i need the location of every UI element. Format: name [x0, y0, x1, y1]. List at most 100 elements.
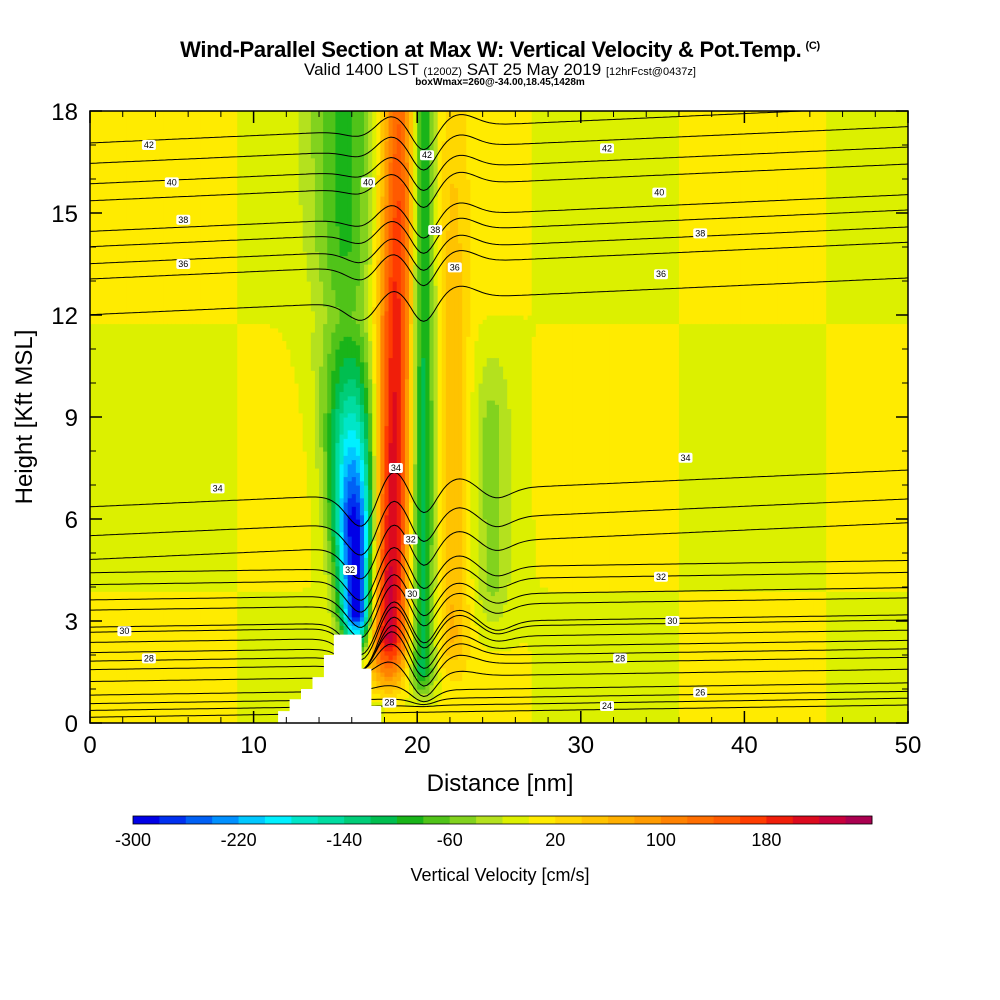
- theta-contour-line: [90, 558, 908, 613]
- velocity-cell: [286, 349, 292, 592]
- velocity-cell: [179, 591, 185, 723]
- velocity-cell: [507, 315, 512, 410]
- velocity-cell: [670, 111, 676, 325]
- velocity-cell: [376, 663, 381, 673]
- velocity-cell: [781, 591, 786, 723]
- velocity-cell: [433, 706, 439, 723]
- velocity-cell: [580, 111, 586, 325]
- velocity-cell: [683, 111, 688, 325]
- velocity-cell: [650, 591, 656, 723]
- velocity-cell: [343, 616, 349, 622]
- velocity-cell: [445, 230, 451, 656]
- velocity-cell: [494, 357, 500, 405]
- velocity-cell: [335, 591, 341, 614]
- velocity-cell: [364, 633, 369, 643]
- velocity-cell: [421, 676, 426, 682]
- velocity-cell: [323, 451, 328, 529]
- velocity-cell: [380, 493, 386, 550]
- velocity-cell: [809, 323, 815, 592]
- velocity-cell: [396, 693, 402, 723]
- velocity-cell: [417, 689, 422, 694]
- velocity-cell: [196, 323, 202, 592]
- velocity-cell: [368, 451, 373, 490]
- contour-label-box: [652, 187, 667, 198]
- velocity-cell: [454, 638, 459, 660]
- velocity-cell: [646, 111, 651, 325]
- velocity-cell: [658, 323, 664, 592]
- velocity-cell: [384, 310, 390, 427]
- velocity-cell: [728, 323, 733, 592]
- colorbar-swatch: [740, 816, 767, 824]
- velocity-cell: [310, 310, 316, 333]
- velocity-cell: [482, 519, 488, 614]
- contour-label: 36: [656, 269, 666, 279]
- velocity-cell: [519, 111, 525, 316]
- velocity-cell: [257, 323, 263, 592]
- velocity-cell: [719, 111, 725, 325]
- contour-label-box: [405, 588, 420, 599]
- velocity-cell: [695, 591, 701, 723]
- valid-time: Valid 1400 LST (1200Z) SAT 25 May 2019 […: [0, 60, 1000, 80]
- velocity-cell: [159, 111, 165, 325]
- velocity-cell: [707, 323, 713, 592]
- velocity-cell: [625, 111, 631, 325]
- velocity-cell: [400, 676, 406, 690]
- velocity-cell: [347, 357, 353, 380]
- velocity-cell: [515, 111, 521, 316]
- velocity-cell: [90, 111, 95, 325]
- velocity-cell: [380, 119, 386, 197]
- velocity-cell: [494, 111, 500, 316]
- colorbar-swatch: [185, 816, 213, 824]
- velocity-cell: [306, 587, 312, 723]
- velocity-cell: [417, 672, 422, 682]
- velocity-cell: [368, 553, 373, 605]
- velocity-cell: [417, 706, 422, 723]
- velocity-cell: [372, 306, 377, 325]
- velocity-cell: [212, 111, 218, 325]
- velocity-cell: [392, 642, 398, 648]
- velocity-cell: [380, 676, 386, 686]
- velocity-cell: [871, 591, 876, 723]
- velocity-cell: [139, 111, 144, 325]
- velocity-cell: [535, 578, 541, 723]
- velocity-cell: [842, 111, 848, 325]
- velocity-cell: [269, 111, 275, 329]
- velocity-cell: [269, 591, 275, 723]
- velocity-cell: [507, 111, 512, 316]
- velocity-cell: [425, 706, 431, 723]
- velocity-cell: [290, 591, 296, 723]
- velocity-cell: [400, 659, 406, 669]
- velocity-cell: [703, 111, 709, 325]
- velocity-cell: [384, 693, 390, 699]
- velocity-cell: [429, 667, 435, 673]
- theta-contour-line: [90, 624, 908, 672]
- velocity-cell: [699, 591, 705, 723]
- velocity-cell: [392, 646, 398, 656]
- velocity-cell: [813, 591, 819, 723]
- velocity-cell: [392, 689, 398, 699]
- velocity-cell: [335, 225, 341, 308]
- velocity-cell: [359, 383, 365, 405]
- colorbar-swatch: [528, 816, 556, 824]
- colorbar-tick-label: 20: [545, 830, 565, 850]
- velocity-cell: [372, 621, 377, 631]
- velocity-cell: [204, 323, 210, 592]
- velocity-cell: [797, 111, 803, 325]
- colorbar-swatch: [449, 816, 477, 824]
- velocity-cell: [429, 697, 435, 707]
- velocity-cell: [359, 642, 365, 648]
- velocity-cell: [638, 323, 643, 592]
- contour-label-box: [654, 571, 668, 582]
- velocity-cell: [220, 323, 226, 592]
- x-tick-label: 0: [83, 732, 96, 759]
- velocity-cell: [359, 497, 365, 516]
- velocity-cell: [171, 323, 177, 592]
- contour-label: 42: [144, 140, 154, 150]
- velocity-cell: [343, 336, 349, 359]
- velocity-cell: [723, 591, 729, 723]
- velocity-cell: [302, 451, 308, 588]
- velocity-cell: [372, 323, 377, 384]
- velocity-cell: [838, 323, 844, 592]
- velocity-cell: [106, 323, 112, 592]
- velocity-cell: [237, 323, 242, 592]
